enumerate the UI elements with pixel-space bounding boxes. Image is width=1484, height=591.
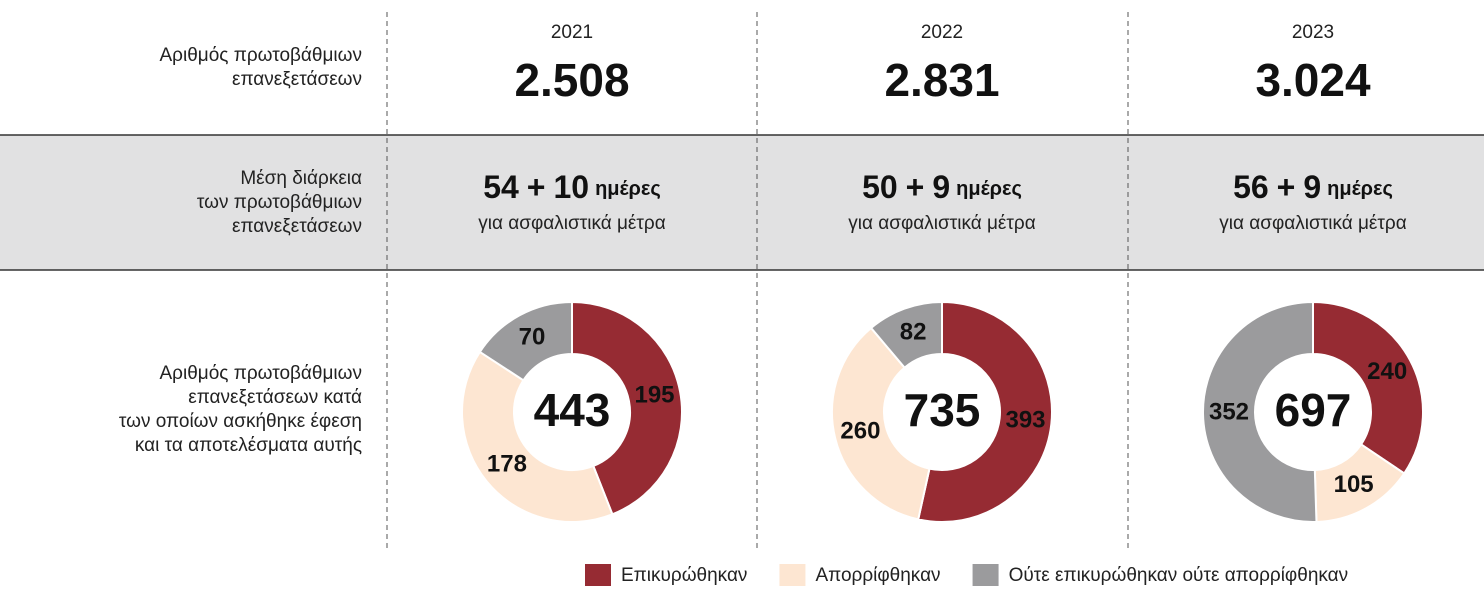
- count: 2.508: [514, 54, 629, 106]
- row-band: [0, 135, 1484, 270]
- year: 2021: [551, 22, 593, 43]
- legend-swatch: [779, 564, 806, 586]
- segment-label: 195: [634, 382, 674, 409]
- segment-label: 393: [1005, 406, 1045, 433]
- donut-segment: [1202, 300, 1318, 523]
- year: 2022: [921, 22, 963, 43]
- row-label: και τα αποτελέσματα αυτής: [135, 435, 362, 456]
- legend-label: Απορρίφθηκαν: [815, 565, 940, 586]
- year: 2023: [1292, 22, 1334, 43]
- count: 2.831: [884, 54, 999, 106]
- donut-segment: [461, 350, 614, 523]
- segment-label: 260: [840, 417, 880, 444]
- legend-label: Ούτε επικυρώθηκαν ούτε απορρίφθηκαν: [1009, 565, 1349, 586]
- duration: 50 +9 ημέρες: [862, 169, 1022, 205]
- segment-label: 178: [487, 450, 527, 477]
- row-label: επανεξετάσεων κατά: [188, 387, 362, 408]
- count: 3.024: [1255, 54, 1371, 106]
- segment-label: 82: [900, 318, 927, 345]
- duration-main: 50: [862, 169, 898, 205]
- donut-segment: [478, 300, 573, 382]
- duration-extra: 10: [553, 169, 589, 205]
- duration-main: 56: [1233, 169, 1269, 205]
- duration-sign: +: [1277, 169, 1296, 205]
- legend-swatch: [972, 564, 999, 586]
- duration-note: για ασφαλιστικά μέτρα: [478, 213, 665, 234]
- duration-extra: 9: [1303, 169, 1321, 205]
- segment-label: 105: [1334, 471, 1374, 498]
- row-label: επανεξετάσεων: [232, 69, 362, 90]
- donut-total: 443: [534, 384, 611, 436]
- duration-unit: ημέρες: [956, 178, 1022, 200]
- duration: 56 +9 ημέρες: [1233, 169, 1393, 205]
- legend-swatch: [585, 564, 611, 586]
- row-label: Μέση διάρκεια: [240, 168, 362, 189]
- duration-unit: ημέρες: [595, 178, 661, 200]
- donut-segment: [831, 326, 931, 521]
- donut-segment: [869, 300, 943, 370]
- row-label: των πρωτοβάθμιων: [197, 192, 362, 213]
- segment-label: 240: [1367, 358, 1407, 385]
- row-label: των οποίων ασκήθηκε έφεση: [119, 411, 362, 432]
- row-label: Αριθμός πρωτοβάθμιων: [160, 45, 363, 66]
- duration-sign: +: [906, 169, 925, 205]
- donut-segment: [917, 300, 1053, 523]
- duration-sign: +: [527, 169, 546, 205]
- legend-label: Επικυρώθηκαν: [621, 565, 747, 586]
- duration-main: 54: [483, 169, 519, 205]
- segment-label: 70: [519, 323, 546, 350]
- donut-total: 697: [1275, 384, 1352, 436]
- duration-note: για ασφαλιστικά μέτρα: [848, 213, 1035, 234]
- segment-label: 352: [1209, 399, 1249, 426]
- donut-segment: [571, 300, 683, 516]
- duration: 54 +10 ημέρες: [483, 169, 661, 205]
- donut-segment: [1312, 300, 1424, 475]
- duration-note: για ασφαλιστικά μέτρα: [1219, 213, 1406, 234]
- row-label: επανεξετάσεων: [232, 216, 362, 237]
- row-label: Αριθμός πρωτοβάθμιων: [160, 363, 363, 384]
- duration-extra: 9: [932, 169, 950, 205]
- donut-total: 735: [904, 384, 981, 436]
- duration-unit: ημέρες: [1327, 178, 1393, 200]
